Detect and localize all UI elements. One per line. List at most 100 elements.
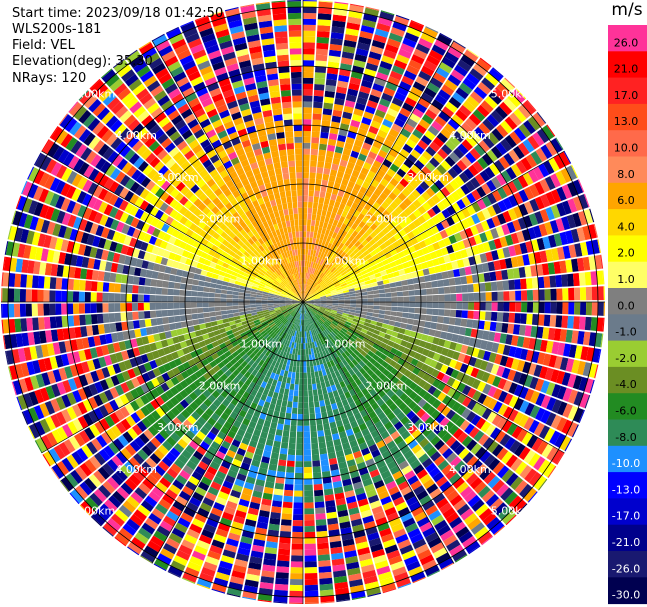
gate-cell <box>296 366 300 373</box>
gate-cell <box>124 478 138 491</box>
gate-cell <box>231 350 239 358</box>
gate-cell <box>435 345 444 354</box>
gate-cell <box>336 221 343 229</box>
gate-cell <box>353 247 360 255</box>
gate-cell <box>413 144 425 155</box>
gate-cell <box>428 509 442 521</box>
gate-cell <box>131 536 146 550</box>
gate-cell <box>129 257 138 267</box>
gate-cell <box>483 321 491 331</box>
gate-cell <box>227 430 237 439</box>
gate-cell <box>353 183 362 192</box>
gate-cell <box>276 343 282 350</box>
gate-cell <box>467 494 481 508</box>
gate-cell <box>414 289 421 296</box>
gate-cell <box>372 354 380 361</box>
gate-cell <box>518 324 526 336</box>
gate-cell <box>317 319 323 325</box>
gate-cell <box>215 334 223 341</box>
gate-cell <box>342 312 349 317</box>
gate-cell <box>413 338 421 346</box>
gate-cell <box>449 179 460 191</box>
gate-cell <box>379 254 387 262</box>
gate-cell <box>271 506 282 514</box>
gate-cell <box>225 361 233 370</box>
gate-cell <box>536 440 549 455</box>
gate-cell <box>406 169 417 179</box>
gate-cell <box>504 491 518 506</box>
gate-cell <box>533 475 547 490</box>
gate-cell <box>432 471 445 483</box>
gate-cell <box>319 245 324 253</box>
gate-cell <box>160 355 169 365</box>
gate-cell <box>128 329 136 339</box>
gate-cell <box>227 333 235 340</box>
gate-cell <box>413 375 422 385</box>
gate-cell <box>322 222 329 229</box>
gate-cell <box>394 337 403 345</box>
gate-cell <box>315 257 320 264</box>
gate-cell <box>443 254 451 263</box>
gate-cell <box>326 304 333 307</box>
gate-cell <box>232 484 243 493</box>
gate-cell <box>537 314 545 326</box>
gate-cell <box>137 294 144 302</box>
gate-cell <box>247 318 254 324</box>
gate-cell <box>366 287 373 292</box>
gate-cell <box>293 502 303 509</box>
gate-cell <box>437 287 445 295</box>
gate-cell <box>222 549 236 559</box>
gate-cell <box>437 148 449 160</box>
gate-cell <box>202 297 209 302</box>
gate-cell <box>563 343 572 357</box>
gate-cell <box>248 440 258 448</box>
gate-cell <box>264 546 278 555</box>
gate-cell <box>420 261 429 270</box>
gate-cell <box>85 496 99 511</box>
gate-cell <box>436 371 445 381</box>
gate-cell <box>39 387 50 402</box>
gate-cell <box>485 362 494 373</box>
gate-cell <box>120 447 133 460</box>
gate-cell <box>126 303 133 312</box>
gate-cell <box>280 357 285 364</box>
gate-cell <box>66 406 77 420</box>
gate-cell <box>370 380 379 389</box>
gate-cell <box>425 109 438 120</box>
gate-cell <box>385 231 394 240</box>
gate-cell <box>405 324 413 331</box>
gate-cell <box>311 316 316 323</box>
gate-cell <box>116 486 130 500</box>
gate-cell <box>315 285 321 291</box>
gate-cell <box>88 410 99 423</box>
gate-cell <box>140 550 156 563</box>
gate-cell <box>268 291 275 295</box>
gate-cell <box>320 300 327 302</box>
gate-cell <box>316 278 322 284</box>
gate-cell <box>391 302 398 307</box>
gate-cell <box>245 386 253 394</box>
gate-cell <box>336 274 343 280</box>
gate-cell <box>285 313 291 319</box>
gate-cell <box>96 303 103 313</box>
gate-cell <box>213 421 223 431</box>
gate-cell <box>310 288 315 294</box>
gate-cell <box>382 337 390 345</box>
gate-cell <box>294 472 303 479</box>
gate-cell <box>557 401 568 416</box>
gate-cell <box>473 310 480 320</box>
gate-cell <box>316 340 320 347</box>
gate-cell <box>369 214 378 223</box>
gate-cell <box>468 113 482 126</box>
gate-cell <box>513 206 523 219</box>
gate-cell <box>345 94 357 103</box>
gate-cell <box>257 515 269 524</box>
gate-cell <box>512 324 521 335</box>
gate-cell <box>339 467 349 475</box>
gate-cell <box>322 350 327 357</box>
gate-cell <box>416 408 426 419</box>
gate-cell <box>135 386 145 397</box>
gate-cell <box>429 488 442 500</box>
gate-cell <box>311 454 320 462</box>
gate-cell <box>294 378 299 385</box>
